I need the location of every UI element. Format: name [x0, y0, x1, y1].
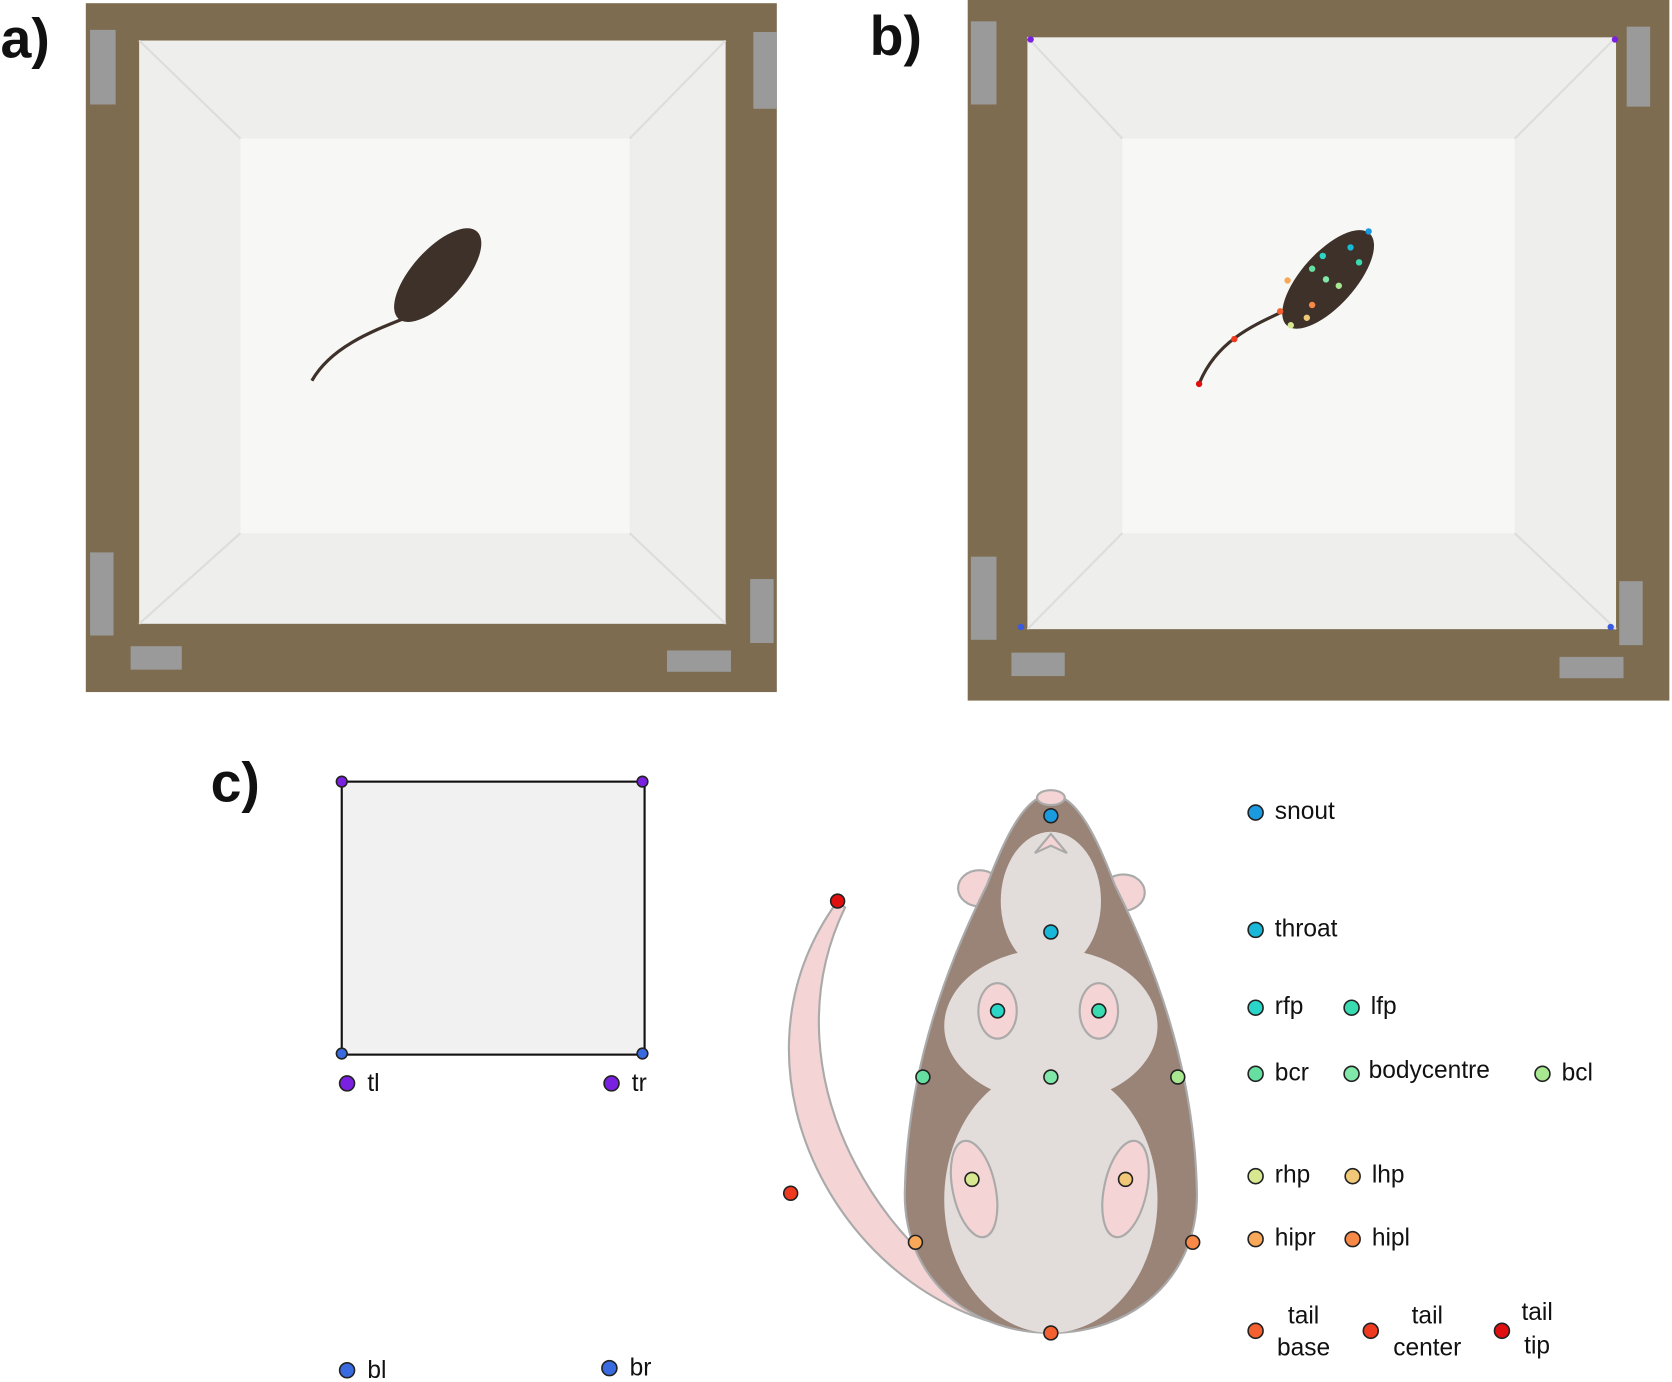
legend-dot — [1493, 1322, 1511, 1340]
legend-dot — [1247, 1167, 1264, 1185]
keypoint — [829, 893, 846, 909]
legend-label: tl — [367, 1070, 379, 1097]
legend-label: tail — [1521, 1299, 1552, 1326]
legend-dot — [338, 1075, 356, 1092]
keypoint — [782, 1185, 799, 1201]
keypoint — [1043, 1069, 1059, 1085]
panel-label: a) — [1, 7, 50, 69]
legend-label: lfp — [1371, 993, 1397, 1020]
photo-a — [85, 3, 777, 693]
legend-dot — [603, 1075, 620, 1092]
legend-label: bcl — [1562, 1059, 1593, 1086]
legend-dot — [338, 1362, 356, 1379]
legend-dot — [1247, 804, 1264, 821]
legend-label: bl — [367, 1357, 386, 1382]
keypoint — [964, 1171, 980, 1188]
legend-label: tr — [632, 1070, 647, 1097]
legend-label: center — [1393, 1334, 1461, 1361]
keypoint — [989, 1003, 1006, 1019]
panel-label: b) — [870, 5, 922, 67]
legend-dot — [1247, 999, 1264, 1016]
arena-square — [340, 780, 646, 1056]
legend-label: lhp — [1372, 1162, 1405, 1189]
legend-label: hipr — [1275, 1225, 1316, 1252]
keypoint — [1117, 1171, 1134, 1188]
legend-dot — [1247, 921, 1264, 939]
keypoint — [1043, 1325, 1059, 1341]
keypoint — [915, 1069, 931, 1085]
legend-dot — [1247, 1230, 1264, 1248]
keypoint — [1170, 1069, 1186, 1085]
legend-dot — [1247, 1322, 1264, 1340]
rat-diagram — [787, 789, 1199, 1335]
legend-dot — [1534, 1065, 1551, 1083]
legend-label: throat — [1275, 915, 1338, 942]
legend-label: rfp — [1275, 993, 1304, 1020]
legend-dot — [1247, 1065, 1264, 1083]
legend-dot — [1343, 1065, 1360, 1083]
legend-label: tail — [1288, 1302, 1319, 1329]
keypoint — [1043, 808, 1059, 824]
keypoint — [907, 1234, 924, 1251]
legend-dot — [1343, 999, 1360, 1016]
legend-label: rhp — [1275, 1162, 1310, 1189]
legend-dot — [1362, 1322, 1380, 1340]
legend-dot — [601, 1359, 618, 1377]
keypoint — [1043, 924, 1059, 940]
panel-label: c) — [211, 752, 260, 814]
legend-dot — [1344, 1230, 1361, 1248]
legend-label: br — [630, 1355, 652, 1382]
photo-b — [967, 0, 1670, 701]
legend-label: base — [1277, 1334, 1330, 1361]
arena-corners — [335, 775, 649, 1060]
legend-label: tip — [1524, 1332, 1550, 1359]
legend-dot — [1344, 1167, 1361, 1185]
legend-label: hipl — [1372, 1225, 1410, 1252]
keypoint — [1184, 1234, 1201, 1251]
legend-label: bodycentre — [1369, 1057, 1490, 1084]
keypoint — [1091, 1003, 1107, 1019]
keypoint-dots — [782, 808, 1201, 1341]
legend-label: bcr — [1275, 1059, 1309, 1086]
legend-label: tail — [1412, 1302, 1443, 1329]
legend-label: snout — [1275, 798, 1335, 825]
